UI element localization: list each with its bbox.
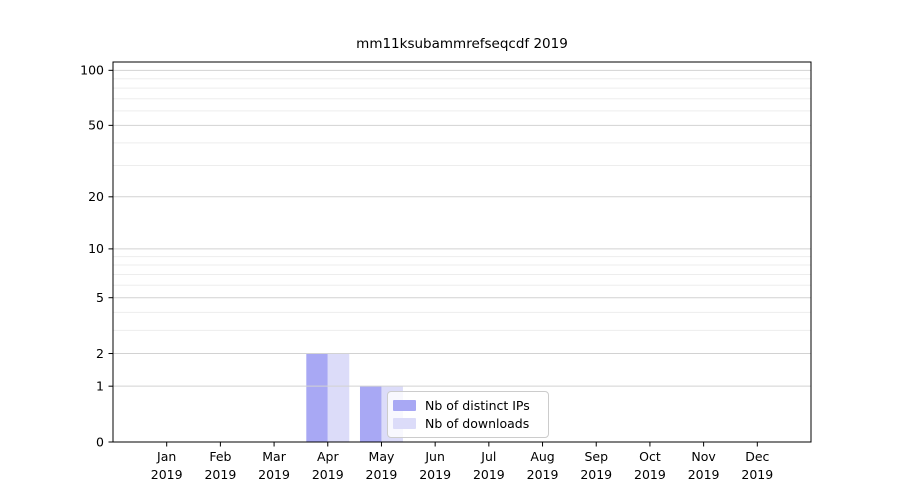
x-tick-label-year: 2019 <box>258 467 290 482</box>
x-tick-label-month: Jul <box>480 449 496 464</box>
y-tick-label: 10 <box>88 241 104 256</box>
x-tick-label-month: Mar <box>262 449 286 464</box>
legend-swatch-distinct-ips <box>393 399 416 411</box>
x-tick-label-year: 2019 <box>419 467 451 482</box>
x-tick-label-month: Feb <box>209 449 231 464</box>
x-tick-label-year: 2019 <box>688 467 720 482</box>
x-tick-label-month: Aug <box>530 449 554 464</box>
y-tick-label: 1 <box>96 378 104 393</box>
y-tick-label: 2 <box>96 346 104 361</box>
y-tick-label: 5 <box>96 290 104 305</box>
x-tick-label-month: May <box>369 449 395 464</box>
x-tick-label-year: 2019 <box>366 467 398 482</box>
legend-label-downloads: Nb of downloads <box>425 416 530 432</box>
legend-swatch-downloads <box>393 418 416 430</box>
bar-apr-series1 <box>327 353 350 442</box>
bar-may-series0 <box>359 386 382 442</box>
x-tick-label-month: Nov <box>691 449 716 464</box>
x-tick-label-month: Sep <box>584 449 608 464</box>
x-tick-label-year: 2019 <box>634 467 666 482</box>
bar-apr-series0 <box>306 353 328 442</box>
chart-title: mm11ksubammrefseqcdf 2019 <box>356 36 568 52</box>
legend: Nb of distinct IPs Nb of downloads <box>387 391 549 438</box>
legend-label-distinct-ips: Nb of distinct IPs <box>425 397 530 413</box>
x-tick-label-year: 2019 <box>204 467 236 482</box>
x-tick-label-month: Oct <box>639 449 661 464</box>
y-tick-label: 0 <box>96 434 104 449</box>
x-tick-label-month: Jan <box>156 449 176 464</box>
x-tick-label-year: 2019 <box>151 467 183 482</box>
x-tick-label-year: 2019 <box>741 467 773 482</box>
plot-border <box>112 61 812 443</box>
y-tick-label: 50 <box>88 118 104 133</box>
x-tick-label-year: 2019 <box>312 467 344 482</box>
x-tick-label-month: Apr <box>317 449 339 464</box>
x-tick-label-month: Jun <box>424 449 445 464</box>
y-tick-label: 100 <box>80 63 104 78</box>
x-tick-label-year: 2019 <box>473 467 505 482</box>
legend-item-distinct-ips: Nb of distinct IPs <box>393 398 541 413</box>
x-tick-label-year: 2019 <box>580 467 612 482</box>
y-tick-label: 20 <box>88 189 104 204</box>
x-tick-label-year: 2019 <box>527 467 559 482</box>
x-tick-label-month: Dec <box>745 449 769 464</box>
legend-item-downloads: Nb of downloads <box>393 416 541 431</box>
